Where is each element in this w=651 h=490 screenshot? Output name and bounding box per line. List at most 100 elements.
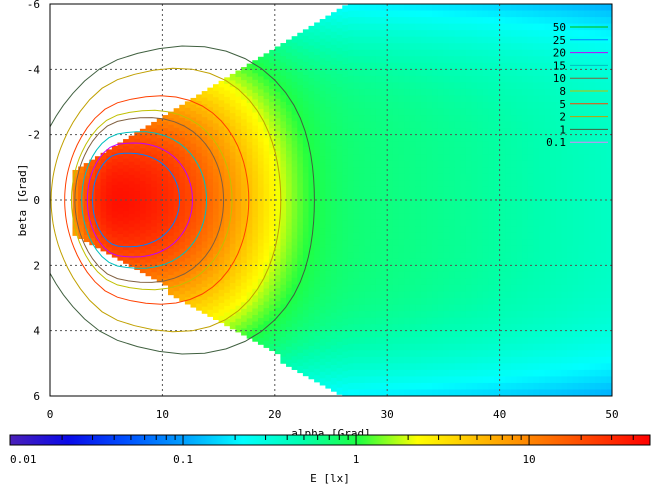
heatmap-cell bbox=[505, 363, 512, 371]
heatmap-cell bbox=[510, 258, 518, 266]
heatmap-cell bbox=[364, 206, 371, 214]
heatmap-cell bbox=[589, 232, 596, 240]
heatmap-cell bbox=[387, 271, 394, 279]
heatmap-cell bbox=[224, 175, 231, 183]
heatmap-cell bbox=[550, 206, 557, 214]
heatmap-cell bbox=[471, 180, 478, 188]
heatmap-cell bbox=[477, 147, 484, 155]
heatmap-cell bbox=[561, 206, 568, 214]
heatmap-cell bbox=[482, 232, 489, 240]
heatmap-cell bbox=[246, 194, 253, 202]
heatmap-cell bbox=[505, 376, 512, 384]
heatmap-cell bbox=[465, 200, 473, 208]
heatmap-cell bbox=[595, 389, 602, 396]
heatmap-cell bbox=[443, 160, 450, 168]
heatmap-cell bbox=[308, 32, 315, 40]
heatmap-cell bbox=[404, 213, 411, 221]
heatmap-cell bbox=[595, 10, 602, 18]
heatmap-cell bbox=[291, 140, 298, 148]
heatmap-cell bbox=[415, 304, 422, 312]
heatmap-cell bbox=[493, 88, 501, 97]
heatmap-cell bbox=[426, 167, 433, 175]
heatmap-cell bbox=[583, 337, 591, 345]
heatmap-cell bbox=[201, 300, 208, 308]
heatmap-cell bbox=[325, 152, 332, 160]
heatmap-cell bbox=[246, 298, 253, 306]
heatmap-cell bbox=[488, 298, 495, 306]
heatmap-cell bbox=[359, 219, 366, 227]
heatmap-cell bbox=[420, 369, 428, 377]
heatmap-cell bbox=[218, 172, 225, 180]
heatmap-cell bbox=[493, 36, 501, 44]
heatmap-cell bbox=[336, 309, 343, 317]
heatmap-cell bbox=[510, 95, 518, 103]
heatmap-cell bbox=[437, 304, 444, 312]
heatmap-cell bbox=[179, 137, 186, 145]
heatmap-cell bbox=[499, 252, 506, 260]
heatmap-cell bbox=[420, 245, 428, 253]
heatmap-cell bbox=[274, 59, 282, 67]
heatmap-cell bbox=[600, 363, 607, 371]
heatmap-cell bbox=[477, 134, 484, 142]
heatmap-cell bbox=[319, 299, 326, 308]
contour-line-15 bbox=[81, 131, 207, 269]
heatmap-cell bbox=[426, 350, 433, 358]
heatmap-cell bbox=[533, 337, 540, 345]
heatmap-cell bbox=[319, 378, 326, 386]
heatmap-cell bbox=[505, 206, 512, 214]
heatmap-cell bbox=[449, 330, 456, 338]
heatmap-cell bbox=[370, 219, 377, 227]
heatmap-cell bbox=[482, 23, 489, 31]
contour-line-8 bbox=[71, 109, 233, 291]
heatmap-cell bbox=[522, 49, 529, 57]
heatmap-cell bbox=[420, 88, 428, 97]
heatmap-cell bbox=[471, 363, 478, 371]
heatmap-cell bbox=[235, 109, 242, 117]
heatmap-cell bbox=[527, 69, 534, 77]
heatmap-cell bbox=[454, 121, 461, 129]
heatmap-cell bbox=[488, 337, 495, 345]
heatmap-cell bbox=[595, 376, 602, 384]
heatmap-cell bbox=[398, 134, 405, 142]
heatmap-cell bbox=[201, 189, 208, 197]
heatmap-cell bbox=[600, 75, 607, 83]
heatmap-cell bbox=[342, 168, 349, 176]
heatmap-cell bbox=[117, 194, 124, 202]
heatmap-cell bbox=[522, 369, 529, 377]
heatmap-cell bbox=[409, 278, 416, 286]
heatmap-cell bbox=[269, 343, 276, 352]
heatmap-cell bbox=[471, 36, 478, 44]
heatmap-cell bbox=[263, 210, 270, 218]
heatmap-cell bbox=[544, 154, 551, 162]
heatmap-cell bbox=[510, 43, 518, 51]
heatmap-cell bbox=[392, 23, 400, 31]
heatmap-cell bbox=[460, 239, 467, 247]
heatmap-cell bbox=[336, 172, 343, 180]
heatmap-cell bbox=[499, 17, 506, 25]
heatmap-cell bbox=[274, 340, 282, 348]
heatmap-cell bbox=[100, 152, 107, 160]
colorbar-tick-label: 0.1 bbox=[173, 453, 193, 466]
heatmap-cell bbox=[409, 88, 416, 97]
heatmap-cell bbox=[454, 278, 461, 286]
heatmap-cell bbox=[415, 206, 422, 214]
heatmap-cell bbox=[347, 10, 355, 18]
heatmap-cell bbox=[527, 278, 534, 286]
heatmap-cell bbox=[567, 258, 574, 266]
heatmap-cell bbox=[196, 192, 203, 200]
heatmap-cell bbox=[252, 145, 259, 153]
heatmap-cell bbox=[550, 141, 557, 149]
heatmap-cell bbox=[151, 148, 158, 156]
heatmap-cell bbox=[443, 219, 450, 227]
heatmap-cell bbox=[443, 23, 450, 31]
heatmap-cell bbox=[325, 342, 332, 350]
heatmap-cell bbox=[375, 134, 383, 142]
heatmap-cell bbox=[589, 389, 596, 396]
heatmap-cell bbox=[499, 115, 506, 123]
heatmap-cell bbox=[235, 77, 242, 85]
heatmap-cell bbox=[375, 121, 383, 129]
heatmap-cell bbox=[443, 108, 450, 116]
heatmap-cell bbox=[454, 43, 461, 51]
heatmap-cell bbox=[493, 56, 501, 64]
heatmap-cell bbox=[398, 252, 405, 260]
